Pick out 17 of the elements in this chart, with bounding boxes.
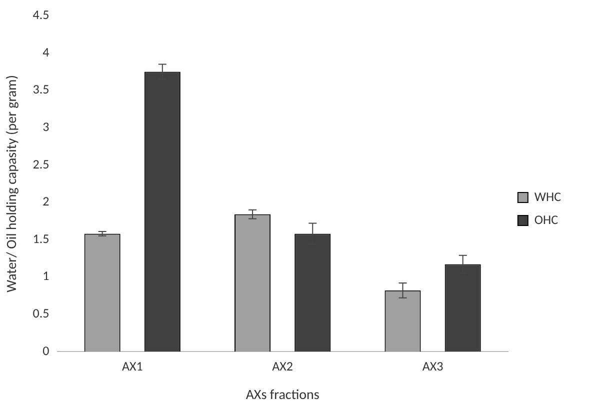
y-tick-label: 2.5 [32, 157, 50, 172]
y-tick-label: 1 [42, 269, 50, 284]
y-tick-label: 0 [42, 344, 50, 359]
legend-label: OHC [534, 212, 558, 228]
x-tick-label: AX1 [122, 360, 143, 375]
y-tick-label: 4 [42, 45, 50, 60]
y-tick-label: 1.5 [32, 232, 50, 247]
x-axis-title: AXs fractions [246, 386, 320, 404]
y-tick-label: 3 [42, 120, 50, 135]
y-tick-label: 4.5 [32, 8, 50, 24]
y-tick-label: 2 [42, 194, 50, 210]
x-tick-label: AX2 [272, 360, 294, 375]
legend-label: WHC [534, 190, 562, 205]
y-tick-label: 3.5 [32, 82, 50, 98]
x-tick-label: AX3 [422, 360, 444, 375]
y-axis-title: Water/ Oil holding capasity (per gram) [2, 75, 20, 292]
y-tick-label: 0.5 [32, 306, 50, 322]
